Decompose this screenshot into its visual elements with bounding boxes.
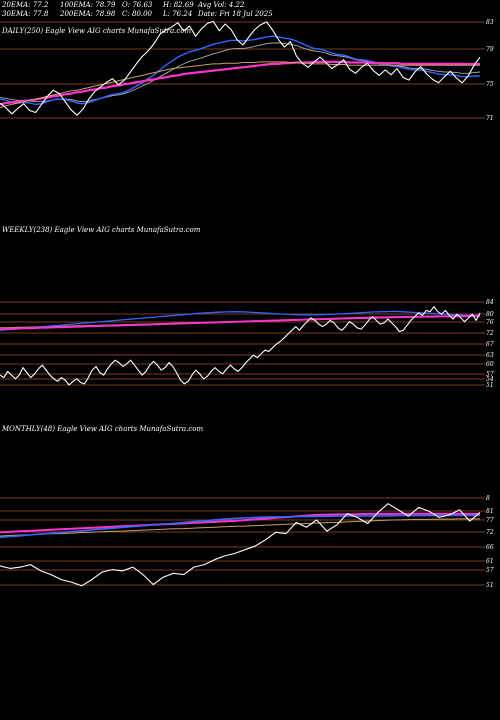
y-tick-label: 72 (486, 529, 494, 536)
y-tick-label: 51 (486, 382, 494, 389)
y-tick-label: 83 (486, 19, 494, 26)
moving-average-line (0, 512, 480, 534)
weekly-chart-panel: WEEKLY(238) Eagle View AIG charts Munafa… (0, 226, 494, 389)
y-tick-label: 72 (486, 330, 494, 337)
y-tick-label: 8 (486, 495, 490, 502)
y-tick-label: 66 (486, 544, 494, 551)
y-tick-label: 80 (486, 311, 494, 318)
moving-average-line (0, 60, 480, 106)
moving-average-line (0, 310, 480, 331)
y-tick-label: 60 (486, 361, 494, 368)
close-label: C: 80.00 (122, 10, 153, 18)
chart-title: MONTHLY(48) Eagle View AIG charts Munafa… (1, 425, 203, 433)
low-label: L: 76.24 (162, 10, 192, 18)
moving-average-line (0, 514, 480, 539)
y-tick-label: 57 (486, 371, 494, 378)
ema30-label: 30EMA: 77.8 (2, 10, 49, 18)
price-line (0, 503, 481, 587)
price-line (0, 306, 481, 386)
ema20-label: 20EMA: 77.2 (1, 1, 49, 9)
monthly-chart-panel: MONTHLY(48) Eagle View AIG charts Munafa… (0, 425, 494, 589)
y-tick-label: 54 (486, 376, 494, 383)
y-tick-label: 61 (486, 558, 494, 565)
moving-average-line (0, 314, 480, 331)
moving-average-line (0, 35, 480, 106)
y-tick-label: 76 (486, 319, 494, 326)
price-line (0, 20, 481, 116)
y-tick-label: 79 (486, 46, 494, 53)
moving-average-line (0, 61, 481, 109)
y-tick-label: 71 (486, 115, 494, 122)
y-tick-label: 81 (486, 508, 494, 515)
open-label: O: 76.63 (122, 1, 153, 9)
y-tick-label: 67 (486, 341, 494, 348)
y-tick-label: 51 (486, 582, 494, 589)
y-tick-label: 75 (486, 81, 494, 88)
chart-title: DAILY(250) Eagle View AIG charts MunafaS… (1, 27, 192, 35)
date-label: Date: Fri 18 Jul 2025 (197, 10, 273, 18)
moving-average-line (0, 518, 480, 537)
ema100-label: 100EMA: 78.79 (60, 1, 116, 9)
high-label: H: 82.69 (162, 1, 194, 9)
y-tick-label: 57 (486, 567, 494, 574)
y-tick-label: 63 (486, 352, 494, 359)
chart-title: WEEKLY(238) Eagle View AIG charts Munafa… (2, 226, 201, 234)
moving-average-line (0, 42, 481, 103)
y-tick-label: 77 (486, 517, 494, 524)
ema200-label: 200EMA: 78.98 (59, 10, 116, 18)
daily-chart-panel: DAILY(250) Eagle View AIG charts MunafaS… (0, 19, 494, 122)
indicator-header: 20EMA: 77.2 100EMA: 78.79 O: 76.63 H: 82… (1, 1, 273, 18)
y-tick-label: 84 (486, 299, 494, 306)
avg-volume-label: Avg Vol: 4.22 (197, 1, 245, 9)
